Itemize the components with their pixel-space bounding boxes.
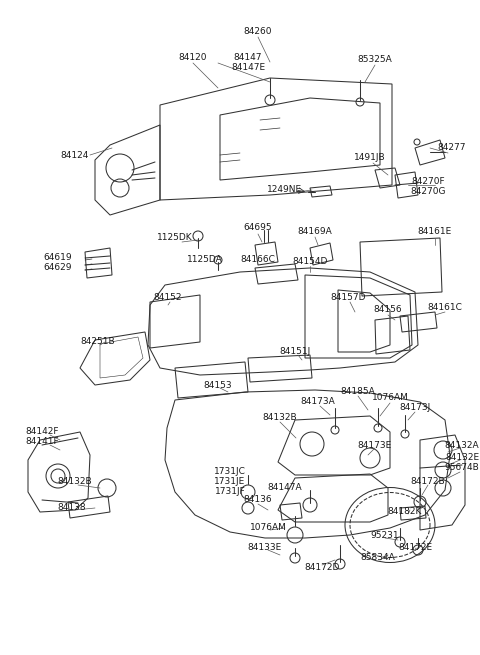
Text: 84136: 84136 (244, 495, 272, 504)
Text: 1076AM: 1076AM (250, 523, 287, 533)
Text: 84141F: 84141F (25, 438, 59, 447)
Text: 84132B: 84132B (58, 477, 92, 487)
Text: 84154D: 84154D (292, 257, 328, 267)
Text: 84173J: 84173J (399, 403, 431, 413)
Text: 1249NE: 1249NE (267, 185, 302, 195)
Text: 84161C: 84161C (428, 303, 462, 312)
Text: 84277: 84277 (438, 143, 466, 153)
Text: 64629: 64629 (44, 263, 72, 272)
Text: 84157D: 84157D (330, 293, 366, 303)
Text: 1125DA: 1125DA (187, 255, 223, 265)
Text: 84151J: 84151J (279, 348, 311, 356)
Text: 1125DK: 1125DK (157, 233, 193, 242)
Text: 1491JB: 1491JB (354, 153, 386, 162)
Text: 84166C: 84166C (240, 255, 276, 265)
Text: 84142F: 84142F (25, 428, 59, 436)
Text: 64619: 64619 (44, 253, 72, 263)
Text: 84161E: 84161E (418, 227, 452, 236)
Text: 84270G: 84270G (410, 187, 446, 196)
Text: 95674B: 95674B (444, 464, 480, 472)
Text: 84147A: 84147A (268, 483, 302, 493)
Text: 84152: 84152 (154, 293, 182, 303)
Text: 84153: 84153 (204, 381, 232, 390)
Text: 84132E: 84132E (445, 453, 479, 462)
Text: 64695: 64695 (244, 223, 272, 233)
Text: 84147E: 84147E (231, 64, 265, 73)
Text: 85325A: 85325A (358, 56, 392, 64)
Text: 84156: 84156 (374, 305, 402, 314)
Text: 84124: 84124 (61, 151, 89, 160)
Text: 84132B: 84132B (263, 413, 297, 422)
Text: 84260: 84260 (244, 28, 272, 37)
Text: 84270F: 84270F (411, 178, 445, 187)
Text: 84133E: 84133E (248, 544, 282, 553)
Text: 84172E: 84172E (398, 544, 432, 553)
Text: 84251B: 84251B (81, 337, 115, 346)
Text: 84132A: 84132A (444, 441, 480, 449)
Text: 1731JF: 1731JF (215, 487, 245, 496)
Text: 84120: 84120 (179, 54, 207, 62)
Text: 84172D: 84172D (304, 563, 340, 572)
Text: 84182K: 84182K (388, 508, 422, 517)
Text: 84173A: 84173A (300, 398, 336, 407)
Text: 95231: 95231 (371, 531, 399, 540)
Text: 84169A: 84169A (298, 227, 332, 236)
Text: 84173E: 84173E (358, 441, 392, 449)
Text: 84172B: 84172B (411, 477, 445, 487)
Text: 84147: 84147 (234, 54, 262, 62)
Text: 85834A: 85834A (360, 553, 396, 563)
Text: 1731JE: 1731JE (215, 477, 246, 487)
Text: 84185A: 84185A (341, 388, 375, 396)
Text: 1076AM: 1076AM (372, 394, 408, 403)
Text: 84138: 84138 (58, 504, 86, 512)
Text: 1731JC: 1731JC (214, 468, 246, 476)
